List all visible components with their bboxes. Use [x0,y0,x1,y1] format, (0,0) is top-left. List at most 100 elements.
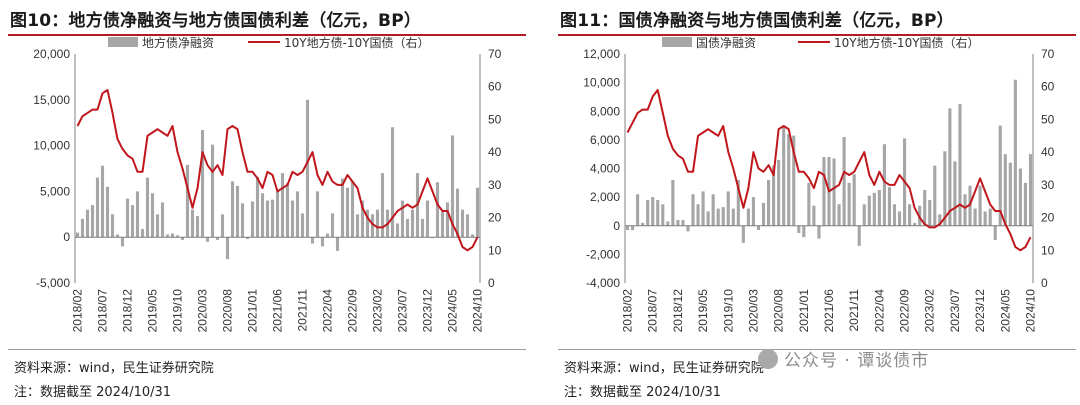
bar [200,130,205,238]
y-right-tick-label: 70 [1041,47,1055,61]
bar [676,220,680,226]
bar [160,202,165,238]
bar [370,214,375,238]
bar [1008,162,1012,226]
bar [435,182,440,238]
x-tick-label: 2021/11 [847,289,861,332]
bar [625,225,630,231]
bar [475,187,480,238]
bar [365,209,370,238]
bar [963,194,967,226]
watermark: 公众号 · 谭谈债市 [758,346,929,371]
x-tick-label: 2018/12 [671,289,685,333]
x-tick-label: 2023/07 [396,289,410,333]
bar [751,197,756,226]
x-tick-label: 2019/05 [146,289,160,333]
source-text: 资料来源：wind，民生证券研究院 [14,361,214,376]
bar [797,225,801,233]
bar [1028,154,1033,226]
bar [993,225,997,241]
x-tick-label: 2023/07 [948,289,962,333]
bar [105,186,110,238]
bar [120,237,125,247]
bar [938,214,942,226]
bar [210,144,215,238]
y-left-tick-label: -4,000 [586,276,620,290]
chart-panel-local-bond: 图10：地方债净融资与地方债国债利差（亿元，BP） 20,000 15,000 10… [0,0,530,405]
bar [240,203,245,238]
bar [140,228,145,238]
bar [731,208,735,226]
chart-left: 20,000 15,000 10,000 5,000 0 -5,000 70 60 50 40 30… [33,35,502,333]
bar [822,157,826,226]
legend-bar-swatch [662,37,692,47]
bar [155,214,160,238]
bar [205,237,210,242]
bar [913,222,917,226]
bar [420,218,425,238]
bar [75,232,80,238]
y-left-tick-label: 10,000 [33,139,70,153]
bar [455,188,460,238]
y-left-tick-label: 10,000 [583,76,620,90]
bar [440,211,445,238]
x-tick-label: 2023/02 [371,289,385,333]
y-left-tick-label: 0 [63,230,70,244]
y-left-tick-label: 5,000 [40,184,70,198]
bar [235,185,240,238]
chart-title: 图10：地方债净融资与地方债国债利差（亿元，BP） [10,11,422,31]
x-tick-label: 2020/03 [196,289,210,333]
bar [651,197,655,226]
legend-bar-label: 国债净融资 [696,36,756,50]
bar [305,99,310,238]
bar [225,237,230,260]
bar [842,137,846,226]
x-tick-label: 2020/08 [772,289,786,333]
bar [892,204,897,226]
bar [832,158,836,226]
bar [350,181,355,238]
bar [897,211,902,226]
y-left-tick-label: 20,000 [33,47,70,61]
bar [716,208,720,226]
x-tick-label: 2024/10 [1023,289,1037,333]
bar [145,177,150,238]
x-tick-label: 2019/10 [171,289,185,333]
spread-line [76,89,479,252]
footer-rule [558,349,1076,350]
bar [300,213,305,238]
bar [220,214,225,238]
bar [410,209,415,238]
y-right-tick-label: 10 [1041,243,1055,257]
bar [265,200,270,238]
chart-right: 12,000 10,000 8,000 6,000 4,000 2,000 0 -2,000 -… [583,35,1055,333]
bar [656,199,660,226]
bar [983,211,987,226]
y-right-tick-label: 40 [488,145,502,159]
bar [777,159,781,226]
x-tick-label: 2024/05 [998,289,1012,333]
bar [170,233,175,238]
bar [1018,168,1022,226]
bar [726,191,730,226]
bar [115,234,120,238]
bar [746,208,750,226]
bar [766,179,771,226]
bar [968,185,972,226]
bar [641,222,645,226]
bar [646,199,650,226]
x-tick-label: 2020/03 [746,289,760,333]
bar [630,225,635,231]
bar [445,202,450,238]
bar [887,187,892,226]
x-tick-label: 2021/01 [797,289,811,333]
bar [125,198,130,238]
bar [270,199,275,238]
x-tick-label: 2019/05 [696,289,710,333]
bar [275,191,280,238]
y-left-tick-label: 4,000 [590,162,620,176]
bar [872,192,876,226]
title-rule [8,34,526,36]
bar [195,216,200,238]
bar [802,225,806,238]
